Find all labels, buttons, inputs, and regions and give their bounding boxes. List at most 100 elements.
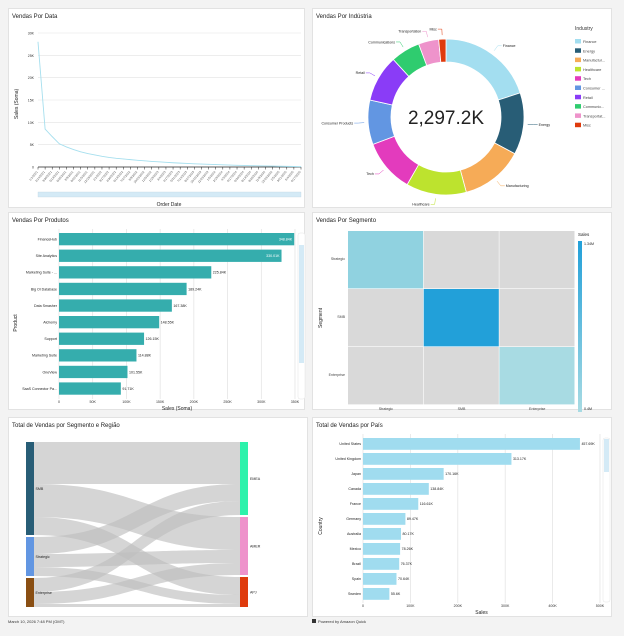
x-tick-label: 9/22/2021 <box>70 170 82 183</box>
slice-label: Manufacturing <box>506 184 529 188</box>
legend-max: 1.34M <box>584 242 594 246</box>
bar[interactable] <box>59 266 212 279</box>
x-tick-label: 8/27/2023 <box>183 170 195 183</box>
scrollbar-thumb[interactable] <box>604 439 609 472</box>
slice-label: Healthcare <box>412 203 429 207</box>
data-point <box>300 166 302 167</box>
heatmap-cell[interactable] <box>423 289 499 347</box>
heatmap-cell[interactable] <box>348 347 424 405</box>
data-point <box>66 146 67 148</box>
bar[interactable] <box>363 468 444 480</box>
x-tick-label: 4/30/2022 <box>105 170 117 183</box>
data-point <box>137 160 138 161</box>
heatmap-cell[interactable] <box>499 347 575 405</box>
chart-title: Vendas Por Produtos <box>12 218 69 224</box>
legend-item: Healthcare <box>583 68 601 72</box>
sankey-source-node[interactable] <box>26 578 34 607</box>
bar[interactable] <box>363 528 402 540</box>
data-point <box>87 153 89 154</box>
sankey-link[interactable] <box>34 484 240 554</box>
legend-swatch <box>575 76 581 81</box>
sankey-target-node[interactable] <box>240 517 248 575</box>
donut-chart: Finance Finance Energy Energy Manufacturing M… <box>321 26 605 207</box>
category-label: Alchemy <box>43 320 57 324</box>
bar[interactable] <box>59 249 282 262</box>
leader-line <box>365 72 376 77</box>
x-tick-label: 8/13/2024 <box>240 170 252 183</box>
bar[interactable] <box>59 316 160 329</box>
legend-swatch <box>575 104 581 109</box>
legend-swatch <box>575 57 581 63</box>
bar[interactable] <box>363 573 397 585</box>
legend-title: Sales <box>578 232 590 237</box>
donut-slice-finance[interactable] <box>445 38 521 101</box>
x-tick-label: 300K <box>257 400 266 404</box>
donut-slice-consumer-products[interactable] <box>367 99 396 145</box>
heatmap-cell[interactable] <box>499 231 575 289</box>
bar[interactable] <box>363 558 400 570</box>
donut-slice-tech[interactable] <box>372 135 420 186</box>
x-tick-label: 4/3/2024 <box>220 170 231 182</box>
sankey-link[interactable] <box>34 442 240 484</box>
product-bar-chart: 0 50K 100K 150K 200K 250K 300K 350K FinanceHub 34… <box>13 229 306 412</box>
data-point <box>279 165 280 167</box>
x-tick-label: 6/30/2024 <box>233 170 245 183</box>
panel-sales-by-industry: Vendas Por Indústria Finance Finance Energ… <box>312 8 612 208</box>
chart-title: Vendas Por Indústria <box>316 14 372 20</box>
category-label: Japan <box>351 472 361 476</box>
data-point <box>80 151 81 153</box>
sankey-target-node[interactable] <box>240 442 248 515</box>
bar[interactable] <box>59 299 172 312</box>
x-tick-label: 9/9/2022 <box>128 170 139 182</box>
sankey-link[interactable] <box>34 604 240 607</box>
sankey-target-node[interactable] <box>240 577 248 607</box>
sankey-source-node[interactable] <box>26 537 34 576</box>
heatmap-cell[interactable] <box>423 231 499 289</box>
vertical-scrollbar[interactable] <box>602 437 611 603</box>
data-label: 55.6K <box>391 592 401 596</box>
y-axis-label: Product <box>13 314 19 332</box>
bar[interactable] <box>59 382 121 395</box>
category-label: Marketing Suite - ... <box>26 271 57 275</box>
category-label: Sweden <box>348 592 361 596</box>
data-label: 116.61K <box>420 502 434 506</box>
bar[interactable] <box>59 332 145 345</box>
legend-swatch <box>575 113 581 118</box>
bar[interactable] <box>363 543 401 555</box>
bar[interactable] <box>59 349 137 362</box>
bar[interactable] <box>363 498 419 510</box>
heatmap-cell[interactable] <box>348 231 424 289</box>
heatmap-cell[interactable] <box>348 289 424 347</box>
data-point <box>243 165 245 166</box>
scrollbar-thumb[interactable] <box>299 245 304 363</box>
bar[interactable] <box>363 588 390 600</box>
bar[interactable] <box>363 438 580 450</box>
x-tick-label: 12/6/2022 <box>141 170 153 183</box>
x-tick-label: 6/26/2021 <box>56 170 68 183</box>
data-point <box>179 162 181 164</box>
slice-label: Finance <box>503 44 516 48</box>
data-label: 170.16K <box>445 472 459 476</box>
bar[interactable] <box>59 365 128 379</box>
data-point <box>51 136 53 137</box>
slice-label: Transportation <box>398 30 421 34</box>
bar[interactable] <box>363 513 406 525</box>
legend-swatch <box>575 94 581 100</box>
horizontal-scrollbar[interactable] <box>37 191 302 198</box>
data-point <box>222 164 224 166</box>
heatmap-cell[interactable] <box>423 347 499 405</box>
sankey-link[interactable] <box>34 550 240 567</box>
heatmap-cell[interactable] <box>499 289 575 347</box>
bar[interactable] <box>59 282 187 296</box>
category-label: France <box>350 502 361 506</box>
sankey-source-node[interactable] <box>26 442 34 535</box>
sankey-link[interactable] <box>34 501 240 592</box>
leader-line <box>493 45 502 51</box>
bar[interactable] <box>363 483 429 495</box>
bar[interactable] <box>363 453 512 465</box>
donut-slice-misc[interactable] <box>438 38 447 63</box>
x-tick-label: 200K <box>190 400 199 404</box>
bar[interactable] <box>59 233 295 246</box>
sankey-link[interactable] <box>34 563 240 604</box>
donut-slice-energy[interactable] <box>493 92 525 155</box>
